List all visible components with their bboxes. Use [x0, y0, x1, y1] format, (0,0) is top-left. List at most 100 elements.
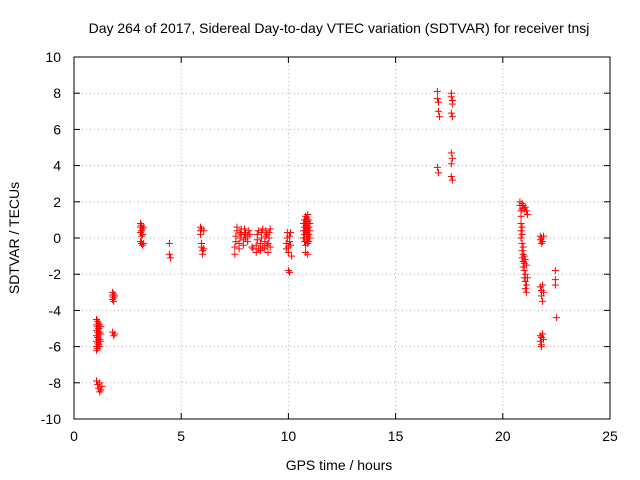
data-point — [447, 172, 455, 180]
data-point — [96, 335, 104, 343]
data-point — [448, 176, 456, 184]
data-point — [540, 335, 548, 343]
data-point — [304, 210, 312, 218]
data-point — [284, 267, 292, 275]
data-point — [448, 154, 456, 162]
data-point — [287, 241, 295, 249]
data-point — [517, 220, 525, 228]
axis-ticks: 0 5 10 15 20 25 -10 -8 -6 -4 -2 0 2 4 6 8 10 — [41, 49, 618, 444]
data-point — [434, 98, 442, 106]
data-point — [551, 267, 559, 275]
data-point — [434, 169, 442, 177]
data-point — [447, 149, 455, 157]
data-point — [447, 160, 455, 168]
data-point — [97, 323, 105, 331]
data-point — [519, 243, 527, 251]
data-point — [97, 337, 105, 345]
data-point — [232, 232, 240, 240]
data-point — [434, 107, 442, 115]
data-point — [448, 100, 456, 108]
data-point — [523, 274, 531, 282]
data-point — [517, 234, 525, 242]
x-axis-label: GPS time / hours — [286, 457, 393, 473]
x-tick-label: 15 — [388, 428, 404, 444]
data-point — [521, 270, 529, 278]
data-point — [139, 230, 147, 238]
data-point — [166, 254, 174, 262]
data-point — [136, 238, 144, 246]
grid-lines — [74, 57, 610, 419]
data-point — [282, 239, 290, 247]
data-point — [231, 250, 239, 258]
data-point — [285, 232, 293, 240]
data-point — [447, 109, 455, 117]
data-point — [304, 250, 312, 258]
data-point — [264, 239, 272, 247]
data-point — [519, 263, 527, 271]
y-tick-label: 10 — [45, 49, 61, 65]
data-point — [246, 230, 254, 238]
data-point — [306, 220, 314, 228]
data-point — [199, 250, 207, 258]
data-point — [538, 297, 546, 305]
data-point — [517, 227, 525, 235]
data-point — [538, 330, 546, 338]
data-point — [306, 234, 314, 242]
data-point — [240, 225, 248, 233]
data-point — [304, 239, 312, 247]
data-point — [540, 288, 548, 296]
y-tick-label: 8 — [53, 85, 61, 101]
data-point — [109, 296, 117, 304]
data-point — [536, 337, 544, 345]
data-point — [165, 239, 173, 247]
data-point — [521, 256, 529, 264]
x-tick-label: 20 — [495, 428, 511, 444]
data-point — [436, 113, 444, 121]
data-point — [447, 93, 455, 101]
data-point — [520, 267, 528, 275]
data-point — [433, 87, 441, 95]
data-point — [96, 379, 104, 387]
data-point — [264, 248, 272, 256]
data-point — [253, 230, 261, 238]
data-point — [231, 243, 239, 251]
data-point — [519, 250, 527, 258]
data-point — [252, 241, 260, 249]
data-point — [98, 382, 106, 390]
data-point — [537, 292, 545, 300]
data-point — [261, 245, 269, 253]
data-point — [95, 341, 103, 349]
data-point — [551, 281, 559, 289]
y-tick-label: -4 — [49, 302, 62, 318]
y-axis-label: SDTVAR / TECUs — [6, 182, 22, 294]
data-point — [518, 223, 526, 231]
data-point — [305, 238, 313, 246]
data-point — [522, 281, 530, 289]
data-point — [288, 252, 296, 260]
data-point — [138, 232, 146, 240]
data-point — [522, 288, 530, 296]
data-point — [96, 321, 104, 329]
data-point — [259, 225, 267, 233]
data-point — [97, 330, 105, 338]
data-point — [266, 243, 274, 251]
data-point — [140, 223, 148, 231]
x-tick-label: 10 — [281, 428, 297, 444]
data-point — [263, 241, 271, 249]
data-point — [165, 250, 173, 258]
data-point — [305, 223, 313, 231]
data-point — [518, 230, 526, 238]
data-point — [257, 239, 265, 247]
data-point — [196, 230, 204, 238]
data-point — [518, 247, 526, 255]
y-tick-label: 4 — [53, 158, 61, 174]
data-point — [252, 248, 260, 256]
data-point — [305, 230, 313, 238]
data-point — [305, 216, 313, 224]
data-point — [517, 212, 525, 220]
y-tick-label: -6 — [49, 339, 62, 355]
data-point — [111, 292, 119, 300]
data-point — [93, 346, 101, 354]
data-point — [518, 239, 526, 247]
